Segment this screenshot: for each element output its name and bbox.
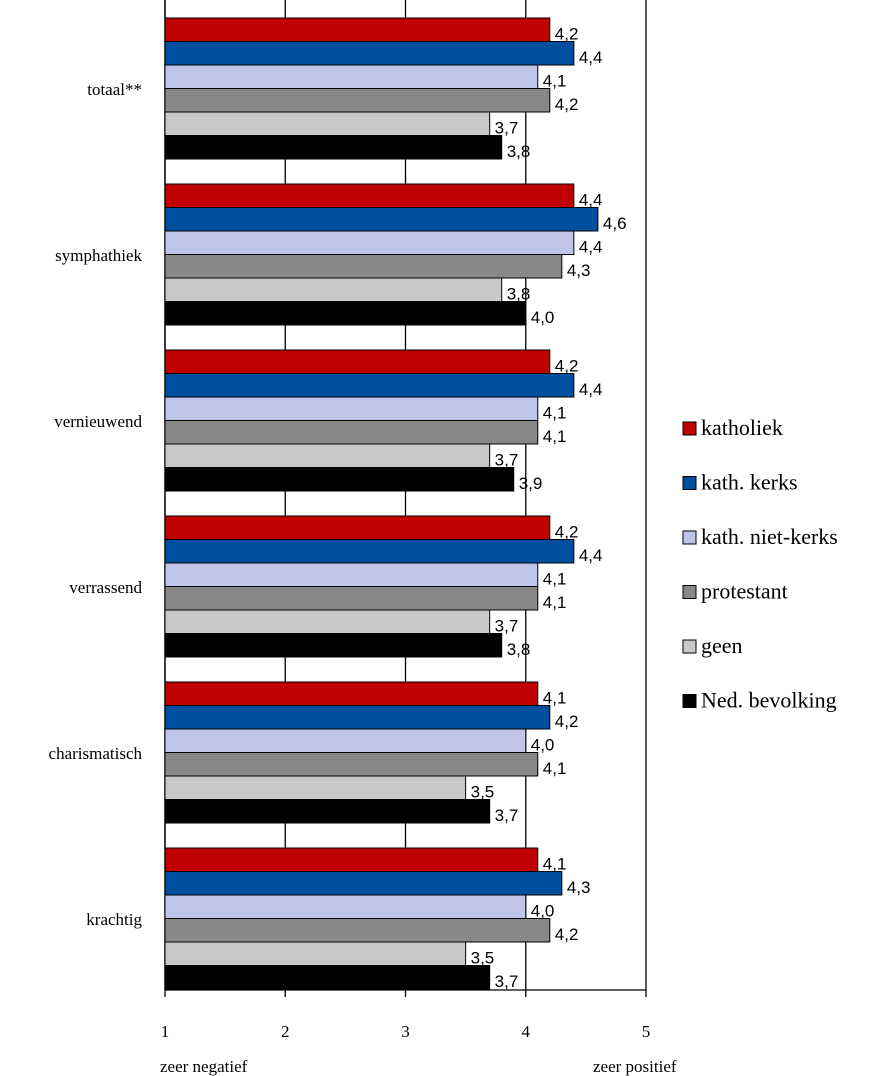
bar	[164, 17, 551, 42]
value-label: 4,2	[555, 25, 579, 44]
y-tick-label: krachtig	[86, 910, 142, 929]
legend-label: Ned. bevolking	[701, 688, 837, 713]
bar	[164, 633, 503, 658]
legend-swatch	[682, 530, 697, 545]
bar	[164, 443, 491, 468]
value-label: 3,8	[507, 142, 531, 161]
legend-swatch	[682, 639, 697, 654]
x-tick-label: 5	[642, 1022, 651, 1041]
y-tick-label: vernieuwend	[54, 412, 142, 431]
y-tick-label: verrassend	[69, 578, 142, 597]
x-annotation-left: zeer negatief	[160, 1057, 248, 1076]
legend-swatch	[682, 476, 697, 490]
bar	[164, 396, 539, 421]
value-label: 4,4	[579, 191, 603, 210]
bar	[164, 799, 491, 824]
bar	[164, 88, 551, 113]
bar	[164, 609, 491, 634]
value-label: 4,4	[579, 546, 603, 565]
bar	[164, 183, 575, 208]
bar	[164, 135, 503, 160]
value-label: 4,1	[543, 593, 567, 612]
y-tick-label: totaal**	[87, 80, 142, 99]
bar	[164, 894, 527, 919]
value-label: 4,2	[555, 523, 579, 542]
legend-label: katholiek	[701, 415, 783, 440]
value-label: 4,1	[543, 759, 567, 778]
bar	[164, 941, 467, 966]
x-tick-label: 2	[281, 1022, 290, 1041]
value-label: 4,0	[531, 736, 555, 755]
value-label: 3,7	[495, 972, 519, 991]
bar	[164, 420, 539, 445]
value-label: 3,9	[519, 474, 543, 493]
x-tick-label: 3	[401, 1022, 410, 1041]
bar	[164, 586, 539, 611]
bar	[164, 871, 563, 896]
bar	[164, 681, 539, 706]
bar	[164, 728, 527, 753]
value-label: 4,6	[603, 214, 627, 233]
value-label: 4,1	[543, 855, 567, 874]
x-tick-label: 1	[161, 1022, 170, 1041]
bar	[164, 41, 575, 66]
value-label: 4,1	[543, 72, 567, 91]
bar	[164, 918, 551, 943]
bar	[164, 539, 575, 564]
legend-swatch	[682, 585, 697, 599]
value-label: 4,1	[543, 427, 567, 446]
value-label: 4,3	[567, 878, 591, 897]
legend-label: geen	[701, 633, 743, 658]
legend-label: kath. niet-kerks	[701, 524, 838, 549]
bar	[164, 965, 491, 990]
value-label: 3,7	[495, 806, 519, 825]
y-tick-label: charismatisch	[49, 744, 143, 763]
bar	[164, 515, 551, 540]
bar	[164, 775, 467, 800]
legend-swatch	[682, 421, 697, 436]
value-label: 4,1	[543, 689, 567, 708]
value-label: 3,8	[507, 285, 531, 304]
bar	[164, 230, 575, 255]
value-label: 3,5	[471, 949, 495, 968]
x-tick-label: 4	[522, 1022, 531, 1041]
bar	[164, 562, 539, 587]
value-label: 4,4	[579, 380, 603, 399]
legend-label: protestant	[701, 579, 788, 604]
bar	[164, 847, 539, 872]
bar	[164, 705, 551, 730]
value-label: 4,3	[567, 261, 591, 280]
value-label: 3,5	[471, 783, 495, 802]
legend-label: kath. kerks	[701, 470, 798, 495]
bar	[164, 254, 563, 279]
bar	[164, 301, 527, 326]
x-annotation-right: zeer positief	[593, 1057, 677, 1076]
bar	[164, 111, 491, 136]
bar	[164, 64, 539, 89]
bar	[164, 207, 599, 232]
bar	[164, 349, 551, 374]
value-label: 4,4	[579, 238, 603, 257]
value-label: 4,1	[543, 404, 567, 423]
value-label: 3,7	[495, 451, 519, 470]
value-label: 4,1	[543, 570, 567, 589]
value-label: 3,7	[495, 617, 519, 636]
value-label: 4,4	[579, 48, 603, 67]
value-label: 4,2	[555, 925, 579, 944]
legend-swatch	[682, 694, 697, 708]
value-label: 3,8	[507, 640, 531, 659]
value-label: 4,0	[531, 902, 555, 921]
bar	[164, 373, 575, 398]
bar	[164, 277, 503, 302]
value-label: 4,2	[555, 712, 579, 731]
value-label: 3,7	[495, 119, 519, 138]
value-label: 4,2	[555, 357, 579, 376]
bar	[164, 752, 539, 777]
value-label: 4,2	[555, 95, 579, 114]
value-label: 4,0	[531, 308, 555, 327]
y-tick-label: symphathiek	[55, 246, 142, 265]
bar	[164, 467, 515, 492]
